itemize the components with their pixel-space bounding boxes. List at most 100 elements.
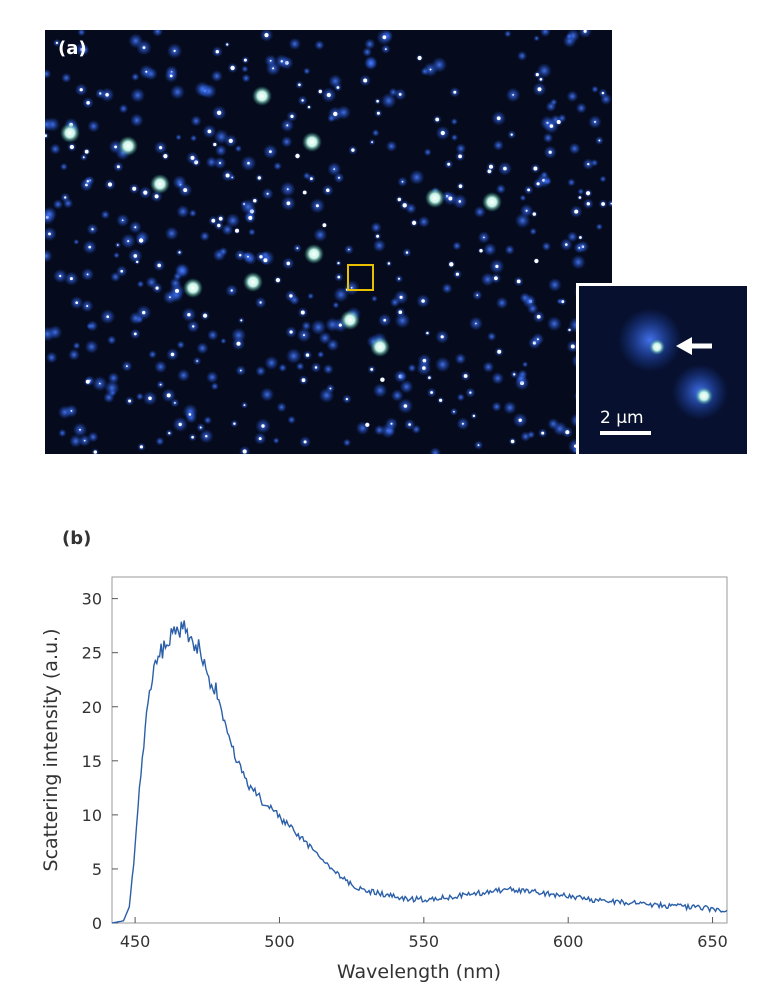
particle-core (121, 219, 124, 222)
particle-core (298, 83, 301, 87)
particle-core (203, 313, 208, 318)
particle-core (363, 78, 368, 83)
particle-glow (314, 40, 325, 51)
particle-core (537, 87, 542, 92)
particle-glow (556, 298, 563, 305)
particle-core (479, 249, 483, 253)
particle-glow (372, 383, 388, 398)
particle-glow (423, 148, 432, 157)
particle-core (120, 269, 123, 273)
particle-glow (45, 131, 50, 140)
particle-core (190, 155, 195, 160)
particle-glow (45, 249, 53, 263)
particle-glow (199, 231, 210, 242)
particle-core (253, 199, 257, 203)
particle-core (48, 232, 51, 236)
particle-core (475, 322, 477, 325)
particle-glow (388, 87, 398, 97)
particle-glow (599, 175, 607, 183)
particle-glow (135, 392, 144, 401)
particle-core (458, 200, 462, 203)
particle-glow (155, 436, 165, 446)
particle-core (301, 378, 306, 383)
particle-core (350, 287, 353, 289)
particle-core (191, 435, 194, 439)
bright-particle (183, 278, 203, 298)
particle-glow (69, 434, 83, 448)
particle-glow (60, 162, 68, 171)
particle-glow (68, 348, 80, 361)
particle-core (495, 264, 499, 268)
particle-glow (541, 241, 552, 252)
particle-core (174, 402, 176, 404)
bright-particle (60, 123, 80, 143)
particle-glow (107, 335, 117, 345)
particle-glow (527, 430, 536, 439)
particle-glow (77, 30, 86, 37)
particle-core (55, 41, 59, 45)
particle-glow (205, 156, 218, 169)
particle-glow (248, 228, 256, 236)
particle-core (402, 203, 407, 208)
particle-core (586, 191, 591, 196)
particle-core (166, 393, 171, 398)
particle-core (579, 236, 582, 239)
particle-core (532, 212, 536, 216)
particle-core (86, 273, 89, 276)
particle-core (472, 414, 476, 418)
particle-glow (325, 317, 340, 332)
y-tick-label: 10 (82, 806, 102, 825)
particle-core (601, 202, 605, 206)
particle-core (225, 173, 230, 178)
particle-glow (84, 339, 99, 354)
particle-glow (364, 57, 378, 70)
particle-core (192, 325, 195, 328)
arrow-icon (676, 337, 712, 355)
particle-glow (190, 134, 198, 142)
particle-core (117, 244, 119, 246)
particle-core (510, 133, 513, 136)
particle-core (539, 78, 543, 81)
bright-particle (370, 337, 390, 357)
particle-core (365, 422, 370, 427)
particle-glow (429, 447, 442, 454)
particle-glow (491, 372, 505, 385)
particle-core (535, 73, 539, 77)
y-tick-label: 0 (92, 914, 102, 933)
particle-core (128, 399, 132, 403)
particle-core (127, 240, 130, 243)
x-tick-label: 650 (697, 932, 728, 951)
particle-core (315, 204, 319, 208)
particle-core (428, 376, 431, 380)
particle-core (235, 228, 239, 233)
particle-core (489, 164, 493, 169)
particle-glow (213, 129, 229, 145)
particle-core (289, 330, 293, 334)
bright-particle (340, 310, 360, 330)
particle-glow (104, 380, 120, 396)
particle-core (168, 432, 171, 435)
particle-core (333, 111, 338, 117)
particle-core (228, 138, 233, 143)
particle-core (217, 223, 221, 228)
particle-glow (318, 387, 335, 403)
particle-core (496, 116, 501, 121)
particle-glow (49, 143, 61, 155)
particle-glow (172, 175, 187, 190)
particle-core (503, 166, 507, 171)
particle-core (133, 254, 138, 258)
particle-glow (130, 87, 146, 103)
particle-core (99, 382, 101, 385)
particle-core (86, 180, 90, 183)
particle-glow (399, 379, 414, 394)
microscopy-panel: (a) 2 µm (45, 30, 749, 456)
particle-core (586, 202, 590, 206)
particle-glow (529, 227, 537, 236)
particle-core (601, 91, 605, 95)
particle-core (261, 424, 265, 428)
particle-core (236, 341, 241, 346)
particle-core (107, 182, 113, 187)
particle-glow (540, 171, 548, 179)
particle-glow (45, 351, 58, 364)
particle-core (247, 161, 250, 165)
